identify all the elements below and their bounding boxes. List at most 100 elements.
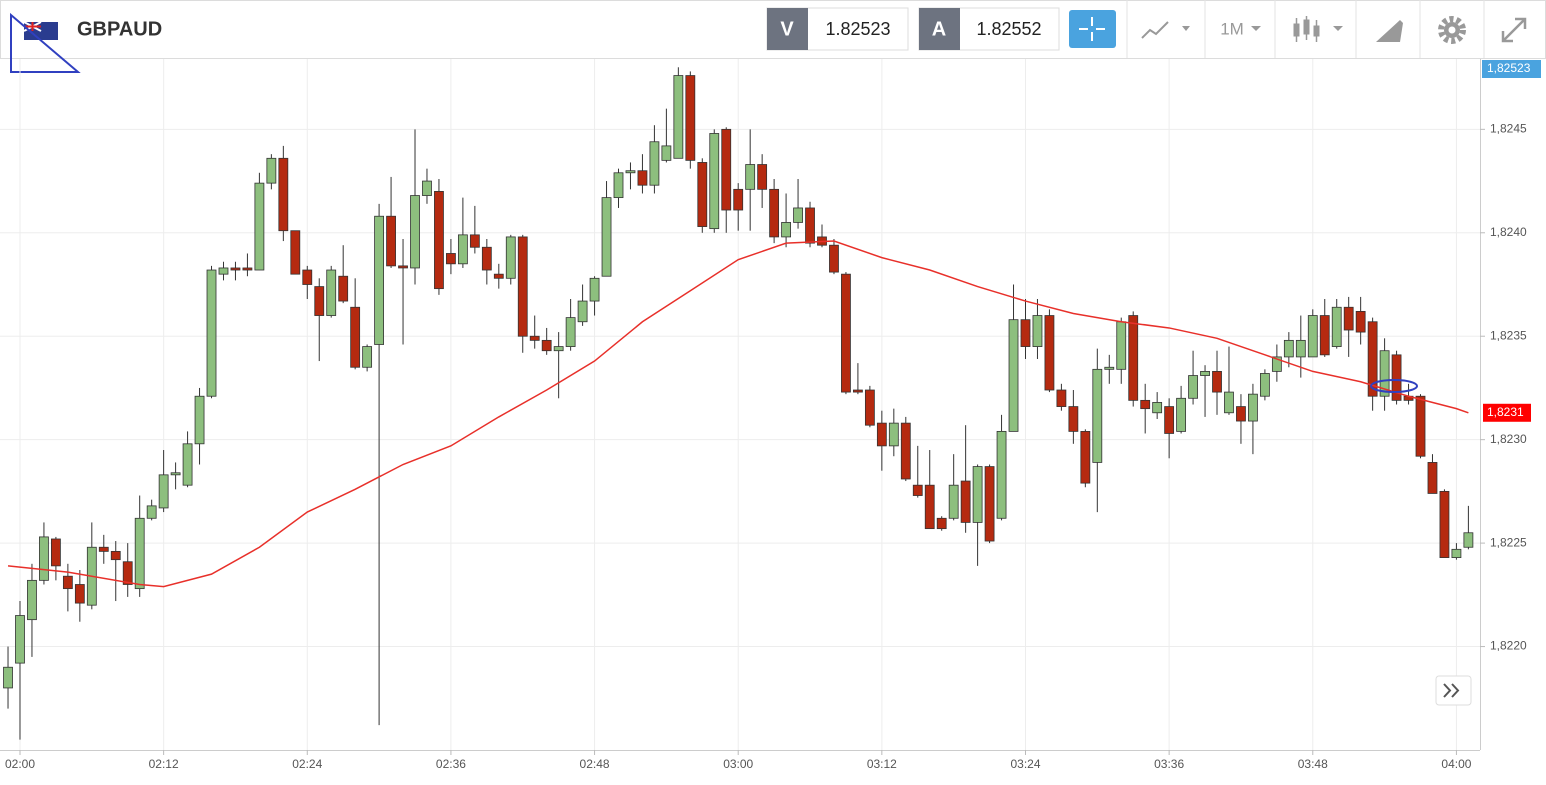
candle-body [230, 267, 241, 271]
candle-body [1152, 402, 1163, 414]
candle-body [206, 269, 217, 397]
candle-body [769, 188, 780, 238]
candle-body [254, 182, 265, 271]
candle-body [469, 234, 480, 248]
candle-body [290, 230, 301, 275]
drawing-triangle[interactable] [10, 12, 81, 73]
candle-body [1236, 406, 1246, 422]
ask-box[interactable]: A 1.82552 [918, 7, 1060, 51]
axis-labels: 1,8220 1,8225 1,8230 1,8235 1,8240 1,8245 02:0… [5, 60, 1541, 771]
candle-body [793, 207, 803, 223]
candle-body [1116, 321, 1127, 370]
candle-body [39, 536, 49, 581]
candles [3, 67, 1474, 740]
ma-price-tag [1483, 403, 1531, 422]
candle-body [1020, 319, 1031, 347]
candle-style-button[interactable] [1293, 16, 1343, 42]
candle-body [1307, 315, 1318, 358]
candle-body [1355, 311, 1366, 333]
candle-body [1068, 406, 1079, 432]
candle-body [1283, 339, 1294, 358]
candle-body [62, 575, 73, 590]
timeframe-button[interactable]: 1M [1220, 19, 1261, 38]
candle-body [398, 265, 408, 269]
candle-body [1427, 462, 1438, 494]
candle-body [74, 584, 85, 604]
x-tick-label: 02:36 [436, 757, 466, 771]
drawing-ellipse[interactable] [1370, 379, 1418, 393]
candle-body [3, 666, 13, 689]
candle-body [709, 133, 720, 230]
candle-body [410, 195, 420, 269]
candle-body [158, 474, 169, 509]
candle-body [51, 538, 61, 567]
y-tick-label: 1,8245 [1490, 122, 1527, 136]
candle-body [733, 188, 744, 211]
candle-body [721, 128, 732, 211]
candle-body [374, 215, 384, 345]
candle-body [1056, 389, 1067, 407]
y-tick-label: 1,8235 [1490, 328, 1527, 342]
candle-body [457, 234, 468, 265]
scroll-button[interactable] [1435, 675, 1472, 706]
candle-body [1080, 430, 1091, 484]
candle-body [577, 300, 588, 323]
candle-body [122, 561, 133, 585]
candle-body [1128, 315, 1139, 401]
candle-body [170, 472, 181, 476]
candle-body [864, 389, 875, 426]
toolbar-separators [1126, 0, 1485, 58]
candle-body [637, 170, 648, 186]
candle-body [1212, 370, 1222, 393]
chart-type-button[interactable] [1141, 21, 1190, 39]
candle-body [912, 484, 923, 496]
candle-body [302, 269, 313, 285]
bid-box[interactable]: V 1.82523 [766, 7, 909, 51]
candle-body [529, 335, 540, 341]
candle-body [781, 222, 791, 238]
candle-body [110, 550, 121, 561]
candle-body [1224, 391, 1234, 414]
candle-body [338, 275, 349, 302]
candle-body [673, 75, 684, 159]
last-price-tag [1482, 60, 1541, 78]
candle-body [1176, 397, 1187, 432]
candle-body [350, 306, 361, 368]
x-tick-label: 03:48 [1298, 757, 1328, 771]
candle-body [1343, 306, 1354, 331]
candle-body [960, 480, 971, 523]
candle-body [972, 466, 983, 523]
candle-body [386, 215, 396, 267]
candle-body [242, 267, 253, 271]
crosshair-button[interactable] [1069, 10, 1116, 48]
candle-body [422, 180, 432, 196]
candle-body [194, 395, 205, 445]
candle-body [517, 236, 528, 337]
candle-body [481, 246, 492, 271]
candle-body [1451, 548, 1462, 558]
settings-button[interactable] [1438, 16, 1466, 44]
y-tick-label: 1,8230 [1490, 432, 1527, 446]
candle-body [1295, 339, 1306, 358]
candle-body [553, 346, 564, 352]
candle-body [314, 286, 325, 316]
candle-body [876, 422, 887, 447]
candle-body [15, 615, 25, 664]
fullscreen-button[interactable] [1501, 17, 1527, 43]
candle-body [326, 269, 337, 316]
candle-body [1415, 395, 1426, 457]
candle-body [1271, 356, 1282, 372]
candle-body [1032, 315, 1043, 347]
candle-body [948, 484, 959, 519]
candle-body [1391, 354, 1402, 401]
candle-body [278, 157, 289, 232]
candle-body [565, 317, 576, 347]
drawing-tools-button[interactable] [1376, 20, 1403, 42]
x-tick-label: 03:00 [723, 757, 753, 771]
ask-label: A [932, 18, 946, 40]
x-tick-label: 04:00 [1441, 757, 1471, 771]
y-tick-label: 1,8220 [1490, 639, 1527, 653]
